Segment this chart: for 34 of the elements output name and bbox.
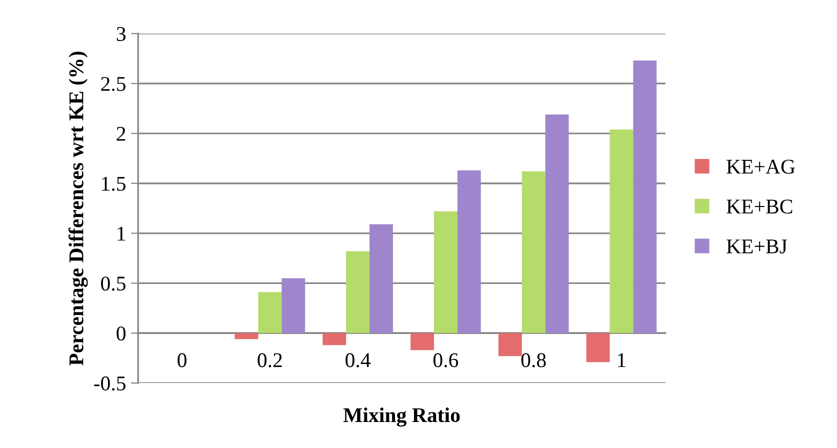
legend-label: KE+BJ [726,240,788,254]
x-tick-label: 0.2 [258,353,282,368]
bar [498,333,522,356]
bar [410,333,434,350]
bar [346,251,370,334]
bar [258,292,282,334]
y-tick-label: 1 [118,226,126,241]
legend-label: KE+BC [726,200,792,214]
x-tick-label: 0 [178,353,186,368]
bar [545,114,569,334]
bar [322,333,346,346]
x-axis-title: Mixing Ratio [343,408,460,427]
x-tick-label: 1 [618,353,626,368]
y-tick-label: 1.5 [102,176,126,191]
bar [370,224,393,334]
bar [234,333,258,340]
bar [633,60,657,334]
y-axis-title: Percentage Differences wrt KE (%) [68,52,88,366]
x-tick-label: 0.4 [346,353,371,368]
y-tick-label: 0.5 [101,276,126,291]
x-tick-label: 0.6 [433,353,458,368]
legend-label: KE+AG [726,160,795,174]
bar [522,171,546,334]
y-tick-label: 3 [116,27,126,42]
y-tick-label: -0.5 [94,376,126,391]
bar [282,278,306,334]
y-tick-label: 2.5 [101,76,126,92]
bar [434,211,458,334]
x-tick-label: 0.8 [521,353,546,368]
bar [586,333,610,362]
y-tick-label: 0 [116,326,126,341]
bar [610,129,634,334]
y-tick-label: 2 [116,126,126,141]
bar [457,170,481,334]
